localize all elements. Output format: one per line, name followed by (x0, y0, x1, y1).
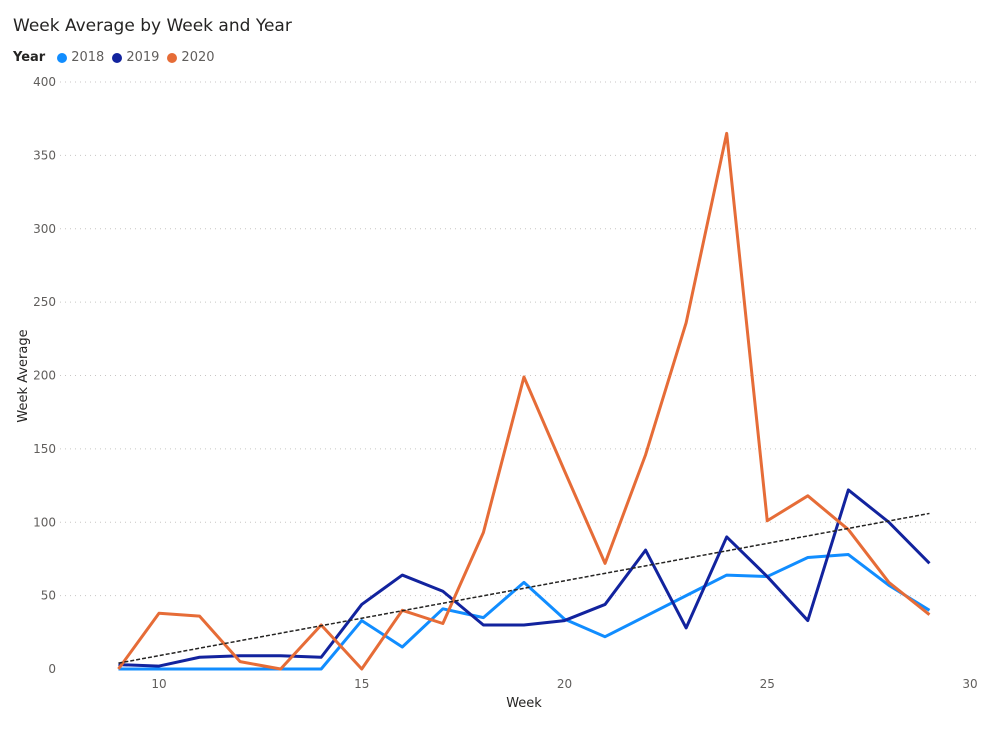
legend-label-2020[interactable]: 2020 (181, 50, 215, 65)
y-tick-label: 200 (33, 369, 56, 383)
chart-title: Week Average by Week and Year (13, 16, 292, 36)
legend: Year 2018 2019 2020 (13, 50, 215, 65)
x-axis-label: Week (506, 696, 542, 711)
series-line-2019 (118, 488, 931, 668)
legend-marker-2019 (112, 52, 123, 63)
y-tick-label: 300 (33, 222, 56, 236)
x-tick-label: 15 (354, 677, 369, 691)
y-tick-label: 0 (48, 662, 56, 676)
y-tick-label: 50 (41, 589, 56, 603)
y-tick-label: 150 (33, 442, 56, 456)
y-axis-label: Week Average (16, 329, 31, 422)
x-tick-label: 30 (962, 677, 977, 691)
y-tick-label: 100 (33, 515, 56, 529)
trend-line (118, 512, 930, 664)
series-line-2018 (118, 553, 931, 671)
legend-marker-2018 (57, 52, 68, 63)
y-tick-label: 350 (33, 148, 56, 162)
x-tick-label: 20 (557, 677, 572, 691)
x-tick-label: 10 (151, 677, 166, 691)
y-tick-label: 250 (33, 295, 56, 309)
legend-label-2019[interactable]: 2019 (126, 50, 160, 65)
legend-marker-2020 (167, 52, 178, 63)
y-tick-label: 400 (33, 75, 56, 89)
x-tick-label: 25 (760, 677, 775, 691)
legend-title: Year (13, 50, 46, 65)
series-line-2020 (117, 131, 931, 671)
legend-label-2018[interactable]: 2018 (71, 50, 105, 65)
